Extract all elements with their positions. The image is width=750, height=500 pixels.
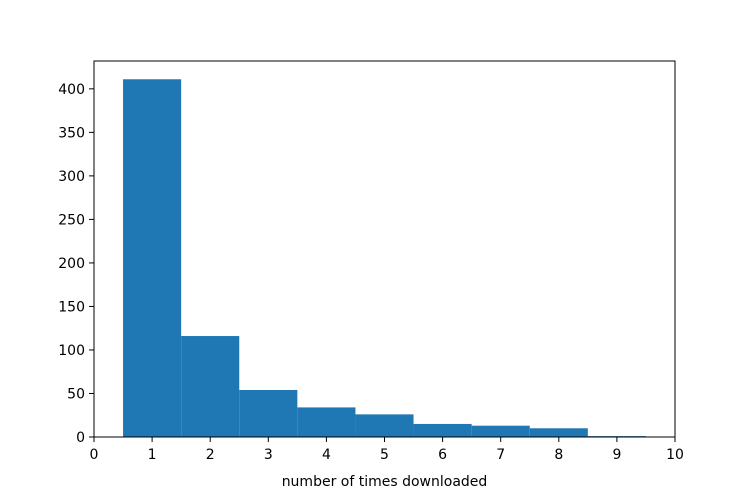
x-tick-label: 7: [496, 447, 505, 463]
x-axis-label: number of times downloaded: [282, 474, 488, 490]
histogram-bar-7: [471, 425, 530, 437]
histogram-bar-2: [181, 336, 240, 437]
x-axis: 0 1 2 3 4 5 6 7 8 9 10: [90, 437, 684, 463]
x-tick-label: 4: [322, 447, 331, 463]
histogram-bar-1: [123, 79, 182, 438]
y-tick-label: 250: [58, 212, 85, 228]
y-tick-label: 50: [67, 386, 85, 402]
bars-group: [123, 79, 646, 438]
histogram-bar-8: [529, 428, 588, 437]
x-tick-label: 0: [90, 447, 99, 463]
x-tick-label: 6: [438, 447, 447, 463]
y-tick-label: 150: [58, 299, 85, 315]
y-tick-label: 400: [58, 82, 85, 98]
y-axis: 0 50 100 150 200 250 300 350 400: [58, 82, 94, 446]
y-tick-label: 0: [76, 430, 85, 446]
x-tick-label: 10: [666, 447, 684, 463]
histogram-bar-6: [413, 423, 472, 437]
y-tick-label: 100: [58, 343, 85, 359]
x-tick-label: 8: [554, 447, 563, 463]
y-tick-label: 200: [58, 256, 85, 272]
x-tick-label: 3: [264, 447, 273, 463]
x-tick-label: 5: [380, 447, 389, 463]
histogram-bar-4: [297, 407, 356, 437]
histogram-bar-5: [355, 414, 414, 437]
y-tick-label: 350: [58, 125, 85, 141]
x-tick-label: 1: [148, 447, 157, 463]
x-tick-label: 2: [206, 447, 215, 463]
x-tick-label: 9: [612, 447, 621, 463]
y-tick-label: 300: [58, 169, 85, 185]
histogram-bar-3: [239, 390, 298, 437]
